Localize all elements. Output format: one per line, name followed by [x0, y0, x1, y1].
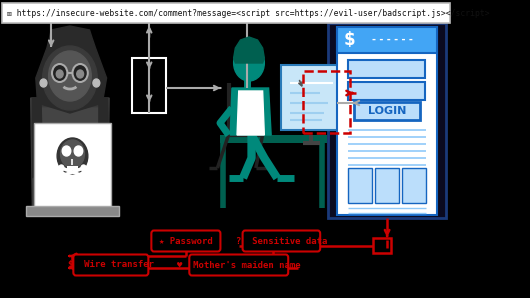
Polygon shape: [31, 98, 109, 208]
Circle shape: [74, 146, 83, 156]
FancyBboxPatch shape: [354, 102, 420, 120]
Circle shape: [234, 45, 264, 81]
FancyBboxPatch shape: [243, 230, 320, 252]
FancyBboxPatch shape: [73, 254, 148, 275]
Polygon shape: [237, 91, 264, 135]
FancyBboxPatch shape: [25, 206, 119, 216]
Circle shape: [73, 64, 88, 82]
Circle shape: [40, 79, 47, 87]
FancyBboxPatch shape: [281, 65, 346, 130]
Circle shape: [93, 79, 100, 87]
FancyBboxPatch shape: [152, 230, 220, 252]
FancyBboxPatch shape: [402, 168, 426, 203]
Text: ?  Sensitive data: ? Sensitive data: [236, 237, 327, 246]
Polygon shape: [36, 26, 107, 113]
Circle shape: [77, 70, 84, 78]
Text: ♥  Mother's maiden name: ♥ Mother's maiden name: [177, 260, 301, 269]
FancyBboxPatch shape: [348, 60, 425, 78]
FancyBboxPatch shape: [375, 168, 399, 203]
Text: ✉ https://insecure-website.com/comment?message=<script src=https://evil-user/bad: ✉ https://insecure-website.com/comment?m…: [7, 9, 489, 18]
Circle shape: [81, 173, 86, 179]
Circle shape: [57, 138, 88, 174]
FancyBboxPatch shape: [66, 166, 78, 170]
FancyBboxPatch shape: [220, 135, 326, 143]
Text: LOGIN: LOGIN: [368, 106, 407, 116]
FancyBboxPatch shape: [34, 123, 111, 208]
FancyBboxPatch shape: [189, 254, 288, 275]
Text: ★ Password: ★ Password: [159, 237, 213, 246]
Circle shape: [60, 140, 84, 168]
Polygon shape: [99, 98, 109, 178]
Circle shape: [42, 46, 97, 110]
Circle shape: [59, 173, 64, 179]
Circle shape: [49, 51, 91, 101]
Circle shape: [81, 165, 86, 171]
Circle shape: [56, 70, 63, 78]
FancyBboxPatch shape: [337, 27, 437, 215]
FancyBboxPatch shape: [2, 3, 450, 23]
Text: $: $: [344, 31, 356, 49]
Text: - - - - - -: - - - - - -: [372, 35, 413, 45]
Polygon shape: [234, 37, 264, 63]
FancyBboxPatch shape: [348, 82, 425, 100]
Circle shape: [52, 64, 67, 82]
FancyBboxPatch shape: [337, 27, 437, 53]
Text: $  Wire transfer: $ Wire transfer: [68, 260, 154, 269]
Polygon shape: [42, 108, 99, 208]
Circle shape: [62, 146, 71, 156]
FancyBboxPatch shape: [328, 23, 446, 218]
Polygon shape: [230, 88, 271, 135]
FancyBboxPatch shape: [348, 168, 372, 203]
Circle shape: [59, 165, 64, 171]
Polygon shape: [32, 98, 42, 178]
